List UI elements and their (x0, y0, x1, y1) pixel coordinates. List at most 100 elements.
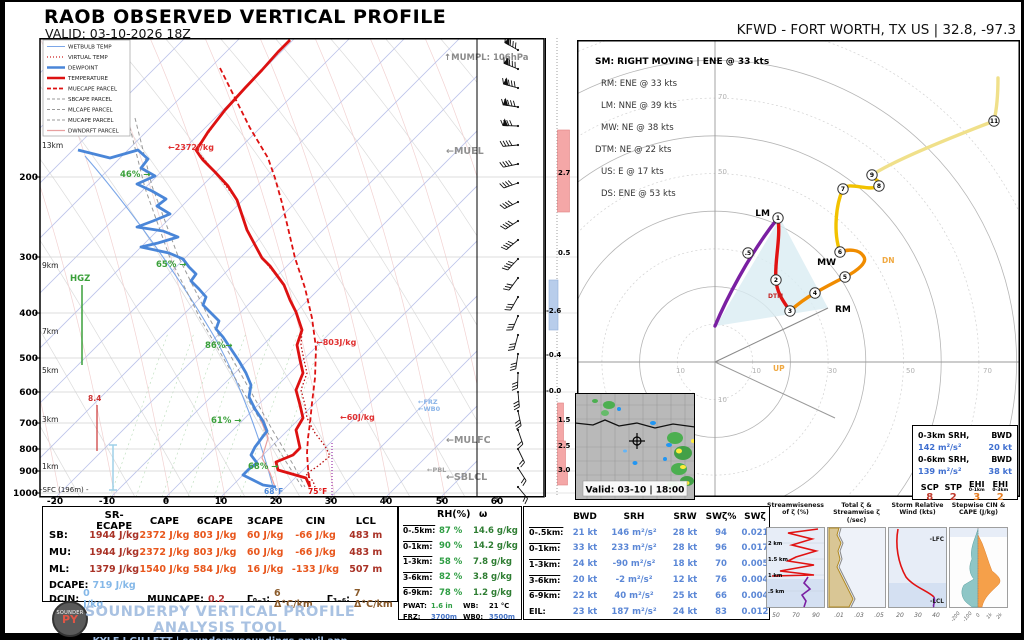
ring-10-left: 10 (676, 367, 685, 375)
hgz-label: HGZ (70, 274, 90, 284)
sfc-dewpoint-f: 68°F (264, 487, 283, 496)
lapse03-value: 6 Δ°C/km (274, 588, 313, 610)
omega-tick-labels: 2.7 0.5 -2.6 -0.4 -0.0 1.5 2.5 3.0 (546, 169, 571, 474)
panel-stepwise-cape: Stepwise CIN & CAPE (J/kg) -200 -100 0 1… (949, 502, 1008, 628)
dcin-label: DCIN: (49, 593, 80, 605)
lapse03-label: Γ₀₋₃: (246, 593, 271, 605)
svg-text:5: 5 (843, 274, 847, 281)
svg-text:1.5 km: 1.5 km (768, 557, 788, 563)
sounderpy-logo: SOUNDER PY (52, 601, 88, 637)
pwat-row: PWAT: 1.6 in WB: 21 °C (403, 602, 510, 610)
skewt-curves (77, 39, 333, 495)
kin-row-13: 1-3km: 24 kt -90 m²/s² 18 kt 70 0.005 (529, 559, 769, 570)
svg-text:4: 4 (813, 290, 817, 297)
temperature-curve (194, 39, 312, 488)
panel-streamwiseness: Streamwiseness of ζ (%) 2 km 1.5 km 1 km… (766, 502, 825, 628)
srh6-value: 139 m²/s² (918, 466, 962, 476)
moisture-header-row: RH(%) ω (403, 509, 517, 523)
scp-value: 8 (926, 492, 934, 503)
svg-text:1 km: 1 km (768, 573, 782, 579)
p-500: 500 (19, 354, 38, 364)
location-crosshair-icon (629, 433, 645, 449)
mw-line: MW: NE @ 38 kts (601, 123, 674, 133)
total-vorticity-profile (828, 527, 854, 608)
panel4-title: Stepwise CIN & CAPE (J/kg) (951, 502, 1006, 517)
svg-text:2k: 2k (995, 611, 1004, 620)
omega-0.5: 0.5 (558, 249, 571, 257)
table-row-sb: SB: 1944 J/kg 2372 J/kg 803 J/kg 60 J/kg… (49, 530, 383, 541)
srh3-value: 142 m²/s² (918, 442, 962, 452)
ds-line: DS: ENE @ 53 kts (601, 189, 676, 199)
ehi3-value: 2 (996, 492, 1004, 503)
p-700: 700 (19, 419, 38, 429)
svg-text:-200: -200 (950, 611, 962, 624)
t-m10: -10 (99, 497, 115, 506)
svg-text:.5 km: .5 km (768, 589, 784, 595)
rh-68: 68% → (248, 462, 278, 472)
rh-61: 61% → (211, 416, 241, 426)
panel3-title: Storm Relative Wind (kts) (891, 502, 944, 517)
kin-row-eil: EIL: 23 kt 187 m²/s² 24 kt 83 0.012 (529, 606, 769, 617)
cape-annotations: ←2372J/kg ←803J/kg ←60J/kg (168, 143, 375, 422)
col-cin: CIN (305, 515, 326, 527)
height-13km: 13km (42, 141, 63, 150)
mlcape-parcel-curve (134, 117, 306, 488)
valid-time: VALID: 03-10-2026 18Z (45, 26, 191, 41)
p-800: 800 (19, 445, 38, 455)
p-400: 400 (19, 309, 38, 319)
sblcl-label: ←SBLCL (446, 472, 487, 483)
radar-map: Valid: 03-10 | 18:00 (575, 393, 695, 500)
kin-row-05: 0-.5km: 21 kt 146 m²/s² 28 kt 94 0.021 (529, 527, 769, 538)
footer-author-link[interactable]: KYLE J GILLETT | sounderpysoundings.anvi… (42, 636, 398, 640)
page-title: RAOB OBSERVED VERTICAL PROFILE (44, 6, 447, 28)
lm-line: LM: NNE @ 39 kts (601, 101, 677, 111)
svg-text:6: 6 (838, 249, 842, 256)
trace-9-12km (870, 76, 1000, 177)
omega-2.7: 2.7 (558, 169, 571, 177)
storm-motion-vector-dn (714, 361, 836, 419)
stp-value: 2 (949, 492, 957, 503)
ring-labels: 70 50 10 10 30 50 70 10 (676, 93, 992, 404)
up-marker: UP (773, 364, 785, 373)
legend-dwndrft: DWNDRFT PARCEL (68, 129, 120, 135)
p-1000: 1000 (13, 489, 38, 499)
eil-marker (109, 444, 117, 491)
svg-text:7: 7 (841, 186, 845, 193)
dewpoint-curve (77, 148, 277, 489)
map-frame (575, 393, 695, 500)
t-50: 50 (436, 497, 449, 506)
thermo-table: SR-ECAPE CAPE 6CAPE 3CAPE CIN LCL SB: 19… (42, 506, 398, 610)
us-line: US: E @ 17 kts (601, 167, 664, 177)
ehi3-label: EHI 0-3km (989, 479, 1013, 493)
ehi1-value: 3 (973, 492, 981, 503)
legend-dewpoint: DEWPOINT (68, 66, 99, 72)
height-3km: 3km (42, 415, 58, 424)
border-right (1021, 0, 1024, 640)
state-boundary (575, 419, 695, 429)
lcl-mark: -LCL (930, 599, 944, 605)
t-30: 30 (325, 497, 338, 506)
ehi1-label: EHI 0-1km (965, 479, 989, 493)
rh-col-header: RH(%) (437, 509, 471, 520)
skewt-frame (39, 38, 545, 498)
dcin-value: 0 J/kg (83, 588, 104, 610)
col-6cape: 6CAPE (196, 515, 233, 527)
t-20: 20 (270, 497, 283, 506)
svg-text:90: 90 (812, 612, 820, 619)
rm-line: RM: ENE @ 33 kts (601, 79, 678, 89)
t-m20: -20 (47, 497, 63, 506)
legend-mucape: MUCAPE PARCEL (68, 118, 115, 124)
map-valid-label: Valid: 03-10 | 18:00 (586, 486, 685, 496)
cape-6km: ←803J/kg (316, 338, 357, 347)
border-top (0, 0, 1024, 2)
col-cape: CAPE (149, 515, 180, 527)
pbl-label: ←PBL (427, 466, 446, 474)
ring-30-right: 30 (828, 367, 837, 375)
p-900: 900 (19, 467, 38, 477)
dtm-line: DTM: NE @ 22 kts (595, 145, 672, 155)
rh-86: 86%→ (205, 341, 232, 351)
streamwiseness-curve (771, 528, 820, 577)
pressure-axis: 200 300 400 500 600 700 800 900 1000 (13, 173, 38, 499)
moisture-table: RH(%) ω 0-.5km: 87 % 14.6 g/kg 0-1km: 90 % 14… (398, 506, 522, 621)
